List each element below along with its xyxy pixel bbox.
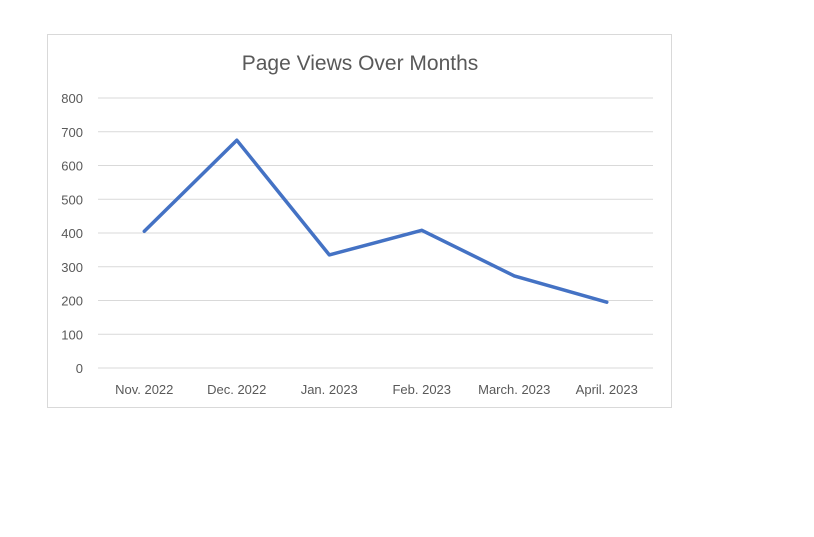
x-tick-label: Feb. 2023 [392,382,451,397]
x-tick-label: March. 2023 [478,382,550,397]
y-tick-label: 400 [61,226,83,241]
series-line [142,138,609,304]
x-tick-label: Jan. 2023 [301,382,358,397]
x-axis-labels: Nov. 2022 Dec. 2022 Jan. 2023 Feb. 2023 Marc… [115,382,638,397]
y-axis-labels: 0 100 200 300 400 500 600 700 800 [61,91,83,376]
y-tick-label: 600 [61,159,83,174]
y-tick-label: 100 [61,327,83,342]
series-lines [142,138,609,304]
y-tick-label: 300 [61,260,83,275]
y-tick-label: 700 [61,125,83,140]
chart-area: Page Views Over Months 0 100 200 300 400 500 6… [47,34,672,408]
y-tick-label: 0 [76,361,83,376]
x-tick-label: April. 2023 [576,382,638,397]
x-tick-label: Nov. 2022 [115,382,173,397]
y-tick-label: 500 [61,192,83,207]
x-tick-label: Dec. 2022 [207,382,266,397]
line-chart: Page Views Over Months 0 100 200 300 400 500 6… [61,52,653,397]
y-tick-label: 800 [61,91,83,106]
y-tick-label: 200 [61,294,83,309]
chart-title: Page Views Over Months [242,52,479,75]
gridlines [98,97,653,369]
